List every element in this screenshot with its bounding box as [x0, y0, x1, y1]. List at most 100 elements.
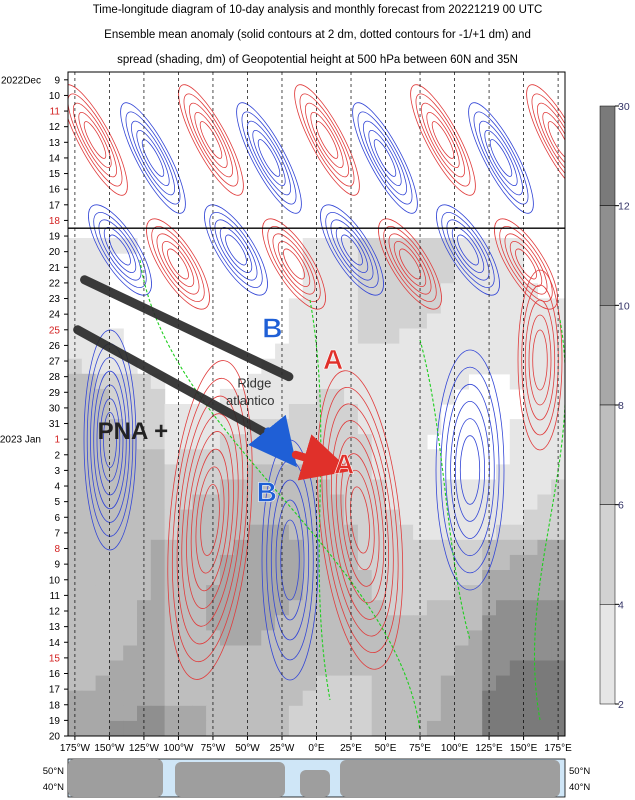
spread-cell: [330, 705, 345, 722]
negative-anomaly-contour: [352, 102, 418, 214]
spread-cell: [192, 509, 207, 526]
spread-cell: [344, 615, 359, 631]
spread-cell: [123, 434, 138, 450]
spread-cell: [288, 690, 304, 707]
spread-cell: [109, 554, 124, 571]
spread-cell: [551, 675, 565, 692]
spread-cell: [302, 494, 318, 511]
positive-anomaly-contour: [542, 111, 565, 169]
spread-cell: [551, 494, 565, 511]
spread-cell: [178, 585, 193, 601]
spread-cell: [95, 615, 110, 631]
spread-cell: [357, 570, 373, 586]
spread-colorbar: 30 12 10 8 6 4 2: [599, 101, 630, 711]
positive-anomaly-contour: [146, 218, 210, 310]
spread-cell: [523, 509, 538, 526]
spread-cell: [123, 585, 138, 601]
spread-cell: [399, 328, 414, 345]
spread-cell: [316, 313, 331, 330]
spread-cell: [357, 524, 373, 541]
spread-cell: [440, 298, 456, 315]
spread-cell: [219, 645, 235, 662]
positive-anomaly-contour: [189, 102, 233, 178]
spread-cell: [178, 509, 193, 526]
spread-cell: [219, 675, 235, 692]
x-tick-label: 175°W: [60, 743, 91, 754]
negative-anomaly-contour: [489, 139, 513, 177]
spread-cell: [509, 449, 525, 465]
spread-cell: [68, 283, 83, 299]
spread-cell: [192, 705, 207, 722]
spread-cell: [68, 554, 83, 571]
spread-cell: [357, 554, 373, 571]
spread-cell: [137, 585, 152, 601]
spread-cell: [192, 630, 207, 647]
negative-anomaly-contour: [125, 111, 181, 205]
spread-cell: [164, 720, 179, 736]
spread-cell: [330, 479, 345, 496]
colorbar-label: 30: [618, 101, 630, 113]
spread-cell: [233, 479, 249, 496]
positive-anomaly-contour: [331, 420, 389, 620]
spread-cell: [164, 524, 179, 541]
spread-cell: [482, 494, 497, 511]
spread-cell: [468, 630, 483, 647]
spread-cell: [219, 539, 235, 556]
spread-cell: [81, 554, 97, 571]
spread-cell: [454, 660, 469, 677]
zero-line-contour: [419, 339, 471, 641]
negative-anomaly-contour: [341, 234, 363, 266]
spread-cell: [288, 720, 304, 736]
spread-cell: [330, 343, 345, 360]
spread-cell: [316, 615, 331, 631]
spread-cell: [426, 615, 442, 631]
spread-cell: [95, 690, 110, 707]
spread-cell: [523, 660, 538, 677]
spread-cell: [164, 615, 179, 631]
map-lat-label-right: 40°N: [569, 782, 590, 793]
spread-cell: [275, 464, 290, 481]
spread-cell: [426, 494, 442, 511]
day-label: 19: [49, 232, 61, 243]
year-label: 2023 Jan: [0, 435, 41, 446]
spread-cell: [523, 479, 538, 496]
spread-cell: [150, 570, 166, 586]
spread-cell: [551, 313, 565, 330]
colorbar-segment: [599, 105, 616, 206]
spread-cell: [413, 494, 428, 511]
spread-cell: [413, 524, 428, 541]
spread-cell: [399, 419, 414, 435]
spread-cell: [95, 434, 110, 450]
spread-cell: [302, 268, 318, 284]
chart-title-line-2: Ensemble mean anomaly (solid contours at…: [104, 29, 531, 41]
spread-cell: [399, 600, 414, 616]
spread-cell: [302, 554, 318, 571]
day-label: 25: [49, 325, 61, 336]
spread-cell: [316, 585, 331, 601]
spread-cell: [371, 449, 387, 465]
spread-cell: [261, 660, 276, 677]
chart-title-line-3: spread (shading, dm) of Geopotential hei…: [117, 54, 518, 66]
spread-cell: [357, 358, 373, 375]
spread-cell: [551, 524, 565, 541]
spread-cell: [440, 479, 456, 496]
spread-cell: [288, 479, 304, 496]
spread-cell: [316, 554, 331, 571]
spread-cell: [496, 705, 511, 722]
spread-cell: [537, 600, 552, 616]
spread-cell: [523, 388, 538, 405]
spread-cell: [385, 449, 400, 465]
spread-cell: [426, 238, 442, 254]
positive-anomaly-contour: [167, 248, 189, 280]
spread-cell: [233, 705, 249, 722]
day-label: 17: [49, 200, 61, 211]
spread-cell: [164, 585, 179, 601]
spread-cell: [109, 358, 124, 375]
spread-cell: [288, 328, 304, 345]
spread-cell: [468, 524, 483, 541]
negative-anomaly-contour: [93, 212, 147, 288]
spread-cell: [385, 388, 400, 405]
spread-cell: [440, 645, 456, 662]
spread-cell: [482, 645, 497, 662]
spread-cell: [537, 690, 552, 707]
